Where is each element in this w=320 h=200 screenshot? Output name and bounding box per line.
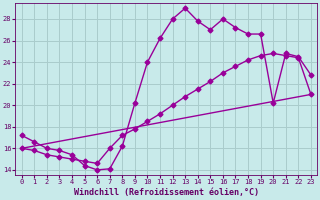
X-axis label: Windchill (Refroidissement éolien,°C): Windchill (Refroidissement éolien,°C) — [74, 188, 259, 197]
